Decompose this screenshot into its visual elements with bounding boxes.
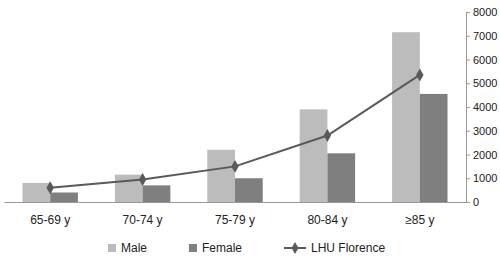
bar: [235, 178, 263, 202]
legend: Male Female LHU Florence: [108, 241, 385, 255]
line-marker: [231, 160, 238, 173]
y-tick: 7000: [466, 30, 497, 42]
y-tick-mark: [466, 131, 470, 132]
y-tick: 4000: [466, 101, 497, 113]
bar: [22, 183, 50, 202]
legend-item: LHU Florence: [284, 241, 385, 255]
line-marker: [46, 181, 53, 194]
line: [50, 75, 420, 188]
x-tick-label: ≥85 y: [405, 213, 434, 227]
x-axis: 65-69 y 70-74 y 75-79 y 80-84 y ≥85 y: [5, 202, 467, 227]
y-tick: 2000: [466, 149, 497, 161]
y-tick-mark: [466, 12, 470, 13]
bar: [327, 153, 355, 202]
y-tick-label: 4000: [473, 101, 497, 113]
y-tick-label: 6000: [473, 54, 497, 66]
legend-label: LHU Florence: [311, 241, 385, 255]
y-axis: 0 1000 2000 3000 4000 5000 6000 7000 8000: [466, 6, 497, 208]
line-marker: [416, 68, 423, 81]
y-tick-mark: [466, 83, 470, 84]
y-tick-mark: [466, 60, 470, 61]
chart: 65-69 y 70-74 y 75-79 y 80-84 y ≥85 y 0 1000 20…: [0, 0, 500, 275]
y-tick: 1000: [466, 172, 497, 184]
x-tick-label: 75-79 y: [215, 213, 255, 227]
y-tick: 0: [466, 196, 479, 208]
y-tick-mark: [466, 36, 470, 37]
y-tick: 8000: [466, 6, 497, 18]
bar: [115, 175, 143, 202]
x-tick-label: 70-74 y: [123, 213, 163, 227]
y-tick: 6000: [466, 54, 497, 66]
y-tick: 5000: [466, 77, 497, 89]
legend-marker: [292, 242, 299, 254]
bar: [420, 94, 448, 202]
y-tick-mark: [466, 155, 470, 156]
legend-swatch: [108, 244, 116, 252]
x-tick: 80-84 y: [307, 202, 347, 227]
bar: [143, 185, 171, 202]
bar: [300, 109, 328, 202]
y-tick-label: 2000: [473, 149, 497, 161]
legend-label: Male: [121, 241, 147, 255]
legend-item: Male: [108, 241, 147, 255]
y-tick-label: 0: [473, 196, 479, 208]
y-tick-mark: [466, 107, 470, 108]
legend-item: Female: [189, 241, 242, 255]
x-tick-label: 65-69 y: [30, 213, 70, 227]
legend-swatch: [189, 244, 197, 252]
y-tick-label: 5000: [473, 77, 497, 89]
line-marker: [324, 129, 331, 142]
x-tick: 70-74 y: [123, 202, 163, 227]
y-tick-label: 8000: [473, 6, 497, 18]
y-tick-mark: [466, 178, 470, 179]
x-tick: 65-69 y: [30, 202, 70, 227]
x-axis-line: [5, 202, 467, 203]
x-tick: 75-79 y: [215, 202, 255, 227]
y-tick-label: 1000: [473, 172, 497, 184]
bar: [392, 32, 420, 202]
x-tick-label: 80-84 y: [307, 213, 347, 227]
bar: [50, 193, 78, 203]
line-marker: [139, 173, 146, 186]
y-tick-label: 7000: [473, 30, 497, 42]
y-tick-label: 3000: [473, 125, 497, 137]
plot-area: [22, 32, 447, 202]
y-tick: 3000: [466, 125, 497, 137]
y-tick-mark: [466, 202, 470, 203]
x-tick: ≥85 y: [405, 202, 434, 227]
legend-label: Female: [202, 241, 242, 255]
bar: [207, 150, 235, 202]
